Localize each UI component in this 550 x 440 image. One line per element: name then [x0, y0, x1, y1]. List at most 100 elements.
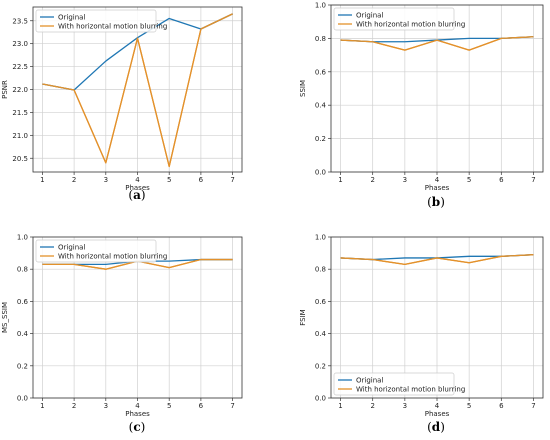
x-tick-label: 4 [135, 176, 140, 184]
y-tick-label: 1.0 [17, 234, 28, 242]
x-tick-label: 4 [135, 402, 140, 410]
x-tick-label: 3 [104, 402, 108, 410]
y-tick-label: 0.6 [17, 298, 29, 306]
x-tick-label: 1 [40, 402, 44, 410]
x-tick-label: 2 [72, 402, 76, 410]
x-tick-label: 2 [370, 402, 374, 410]
x-tick-label: 7 [230, 176, 234, 184]
y-tick-label: 0.4 [315, 330, 327, 338]
y-tick-label: 21.0 [12, 132, 28, 140]
x-axis-label: Phases [125, 410, 150, 418]
legend-box [35, 239, 157, 263]
y-tick-label: 0.2 [315, 362, 326, 370]
legend-entry: With horizontal motion blurring [58, 23, 167, 31]
y-tick-label: 0.2 [17, 362, 28, 370]
y-tick-label: 1.0 [315, 234, 326, 242]
x-tick-label: 7 [531, 176, 535, 184]
caption-close: ) [440, 420, 445, 434]
legend-box [333, 7, 455, 31]
y-tick-label: 0.4 [17, 330, 29, 338]
y-tick-label: 1.0 [315, 2, 326, 10]
y-tick-label: 0.8 [315, 266, 326, 274]
chart-panel-c: 1 2 3 4 5 6 7 0.0 0.2 0.4 0.6 0.8 1.0 Phases MS_SSIM Or… [1, 234, 243, 434]
caption-letter: c [133, 420, 140, 434]
y-tick-label: 20.5 [12, 155, 28, 163]
panel-caption: (c) [129, 420, 146, 434]
y-tick-label: 0.6 [315, 68, 327, 76]
caption-close: ) [141, 420, 146, 434]
x-tick-label: 5 [167, 402, 171, 410]
chart-panel-a: 1 2 3 4 5 6 7 20.5 21.0 21.5 22.0 22.5 23.0 23.5 Phase… [1, 6, 243, 202]
y-tick-label: 23.0 [12, 40, 28, 48]
y-tick-label: 0.8 [315, 35, 326, 43]
chart-panel-b: 1 2 3 4 5 6 7 0.0 0.2 0.4 0.6 0.8 1.0 Phases SSIM Origi… [299, 2, 544, 209]
legend-entry: With horizontal motion blurring [356, 386, 465, 394]
y-tick-label: 0.4 [315, 102, 327, 110]
x-tick-label: 6 [199, 176, 204, 184]
x-tick-label: 7 [230, 402, 234, 410]
panel-caption: (b) [427, 195, 445, 209]
series-line-blurred-top [340, 254, 534, 266]
legend-entry: With horizontal motion blurring [356, 21, 465, 29]
x-tick-label: 3 [104, 176, 108, 184]
series-line-blurred-top [42, 13, 233, 168]
caption-letter: b [432, 195, 440, 209]
caption-letter: a [133, 188, 141, 202]
x-tick-label: 2 [72, 176, 76, 184]
y-tick-label: 22.0 [12, 86, 28, 94]
y-tick-label: 0.2 [315, 135, 326, 143]
panel-caption: (d) [427, 420, 445, 434]
x-axis-label: Phases [425, 410, 450, 418]
y-tick-label: 0.6 [315, 298, 327, 306]
x-tick-label: 3 [403, 402, 407, 410]
legend-entry: Original [356, 12, 383, 20]
y-tick-label: 0.8 [17, 266, 28, 274]
y-tick-label: 0.0 [17, 395, 28, 403]
x-tick-label: 1 [338, 402, 342, 410]
legend-box [333, 372, 455, 396]
y-tick-label: 21.5 [12, 109, 28, 117]
legend-box [35, 9, 157, 33]
y-tick-label: 0.0 [315, 169, 326, 177]
legend-entry: Original [356, 377, 383, 385]
x-tick-label: 3 [403, 176, 407, 184]
x-tick-label: 5 [467, 176, 471, 184]
x-tick-label: 2 [370, 176, 374, 184]
x-tick-label: 1 [40, 176, 44, 184]
y-axis-label: PSNR [1, 80, 9, 99]
x-tick-label: 6 [499, 402, 504, 410]
caption-open: ( [427, 420, 432, 434]
y-axis-label: SSIM [299, 80, 307, 97]
x-tick-label: 4 [435, 176, 440, 184]
caption-close: ) [141, 188, 146, 202]
y-axis-label: MS_SSIM [1, 302, 9, 333]
series-line-blurred-top [340, 36, 534, 51]
x-axis-label: Phases [425, 184, 450, 192]
x-tick-label: 1 [338, 176, 342, 184]
panel-caption: (a) [128, 188, 145, 202]
x-tick-label: 4 [435, 402, 440, 410]
chart-panel-d: 1 2 3 4 5 6 7 0.0 0.2 0.4 0.6 0.8 1.0 Phases FSIM Origi… [299, 234, 544, 434]
x-tick-label: 6 [499, 176, 504, 184]
x-tick-label: 7 [531, 402, 535, 410]
x-tick-label: 5 [167, 176, 171, 184]
y-tick-label: 0.0 [315, 395, 326, 403]
legend-entry: With horizontal motion blurring [58, 253, 167, 261]
legend-entry: Original [58, 244, 85, 252]
legend-entry: Original [58, 14, 85, 22]
x-tick-label: 6 [199, 402, 204, 410]
caption-open: ( [128, 188, 133, 202]
y-tick-label: 22.5 [12, 63, 28, 71]
caption-letter: d [432, 420, 441, 434]
caption-close: ) [440, 195, 445, 209]
x-axis-label: Phases [125, 184, 150, 192]
y-tick-label: 23.5 [12, 17, 28, 25]
x-tick-label: 5 [467, 402, 471, 410]
y-axis-label: FSIM [299, 309, 307, 325]
caption-open: ( [427, 195, 432, 209]
